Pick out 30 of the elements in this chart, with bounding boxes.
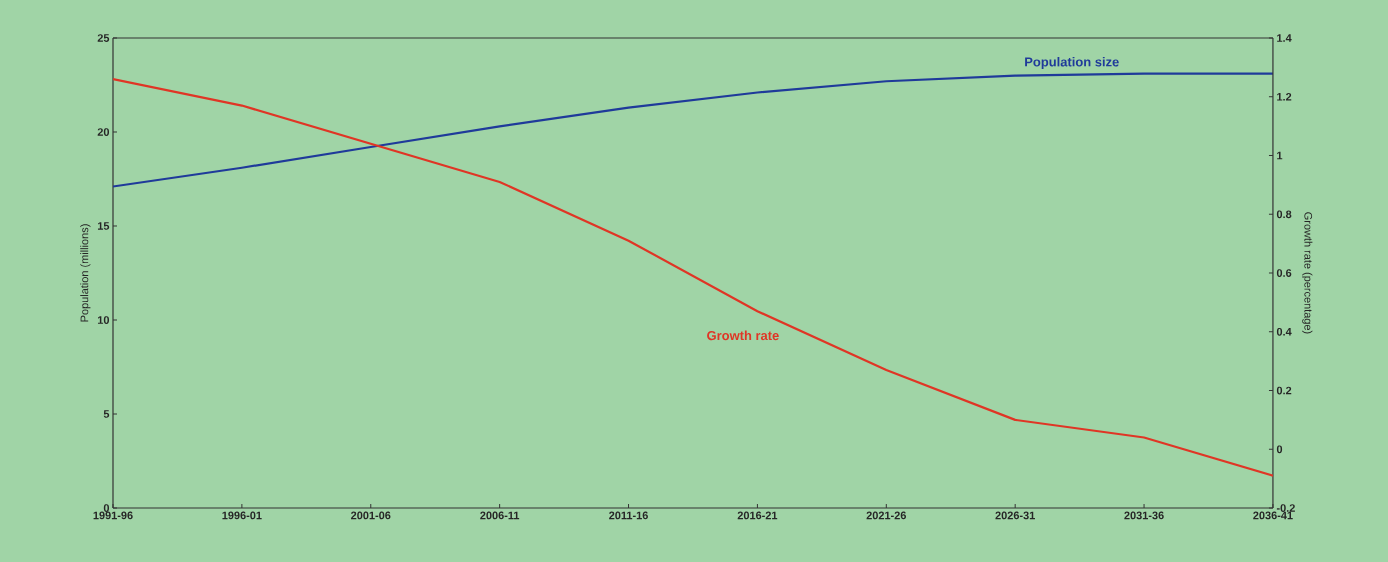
x-tick-label: 2036-41 (1253, 511, 1293, 520)
y2-tick-label: -0.2 (1276, 504, 1295, 512)
line-series (113, 72, 1273, 188)
x-tick-label: 2006-11 (480, 511, 520, 520)
x-tick-label: 2021-26 (866, 511, 906, 520)
y-tick-label: 0 (103, 504, 110, 512)
y2-tick-label: 1 (1277, 151, 1283, 160)
x-tick-label: 2026-31 (995, 511, 1035, 520)
y-tick-label: 20 (97, 128, 110, 136)
x-tick-label: 1991-96 (93, 511, 133, 520)
y-tick-label: 25 (97, 34, 110, 42)
y2-tick-label: 0.8 (1276, 210, 1292, 219)
y-tick-label: 10 (97, 316, 110, 324)
y2-tick-label: 1.2 (1277, 92, 1292, 101)
x-tick-label: 1996-01 (222, 511, 262, 520)
x-tick-label: 2001-06 (351, 511, 391, 520)
x-tick-label: 2031-36 (1124, 511, 1164, 520)
y2-tick-label: 1.4 (1277, 34, 1292, 42)
y2-axis-title: Growth rate (percentage) (1302, 212, 1313, 334)
series-label: Growth rate (707, 330, 779, 341)
y-axis-title: Population (millions) (80, 224, 91, 322)
x-tick-label: 2016-21 (737, 511, 778, 520)
y-tick-label: 5 (103, 410, 110, 418)
y2-tick-label: 0.6 (1276, 269, 1292, 277)
y-tick-label: 15 (97, 222, 110, 230)
y2-tick-label: 0.4 (1276, 327, 1292, 336)
x-tick-label: 2011-16 (609, 511, 648, 520)
series-label: Population size (1025, 56, 1119, 70)
y2-tick-label: 0.2 (1276, 386, 1292, 395)
y2-tick-label: 0 (1276, 445, 1283, 454)
